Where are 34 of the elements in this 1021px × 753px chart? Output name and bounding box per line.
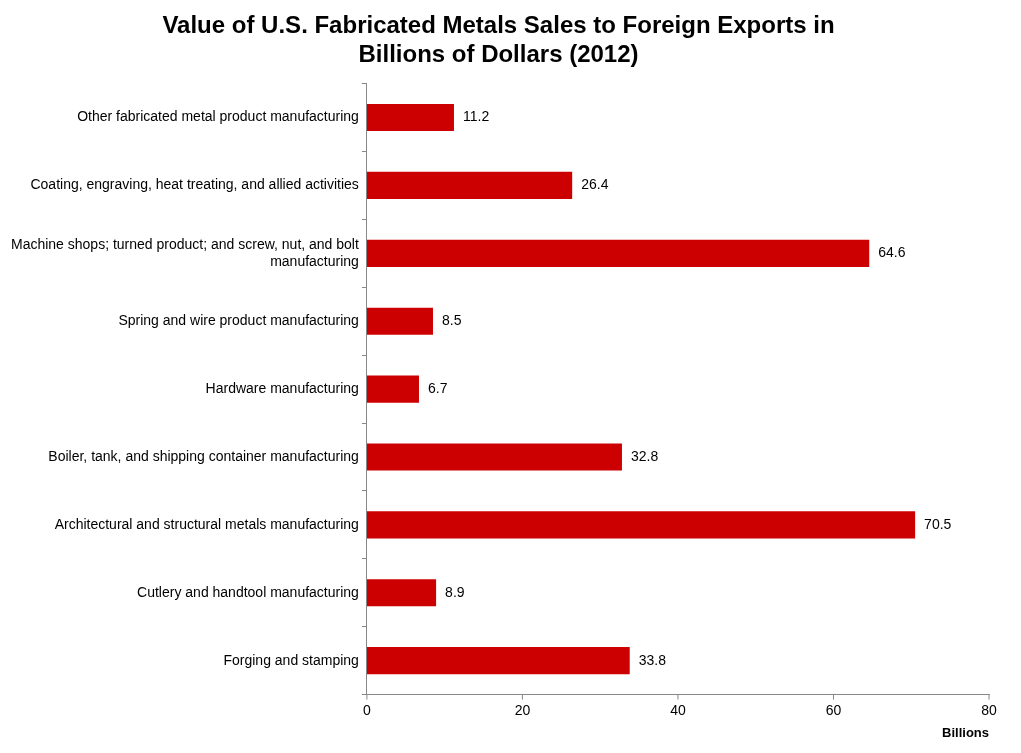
- bar: [366, 239, 870, 267]
- y-tick-label: Machine shops; turned product; and screw, nut, and bolt manufacturing: [10, 235, 359, 269]
- x-tick-label: 40: [670, 702, 686, 719]
- bar: [366, 443, 622, 471]
- x-tick-label: 60: [825, 702, 842, 719]
- x-tick-label: 20: [514, 702, 531, 719]
- bar: [366, 647, 630, 675]
- bar: [366, 511, 916, 539]
- data-label: 33.8: [638, 651, 667, 668]
- y-tick-label: Coating, engraving, heat treating, and allied activities: [30, 176, 359, 193]
- x-tick-label: 80: [981, 702, 997, 719]
- bar: [366, 579, 437, 607]
- data-label: 26.4: [581, 176, 609, 193]
- y-tick-label: Other fabricated metal product manufacturing: [77, 108, 359, 125]
- data-label: 32.8: [630, 447, 659, 464]
- bar: [366, 171, 573, 200]
- y-tick-label: Cutlery and handtool manufacturing: [137, 583, 359, 600]
- bar: [366, 375, 419, 403]
- y-tick-label: Hardware manufacturing: [205, 379, 359, 396]
- chart-title: Value of U.S. Fabricated Metals Sales to Foreign Exports in Billions of Dollars (2012): [162, 11, 835, 67]
- data-label: 6.7: [427, 379, 448, 396]
- data-label: 70.5: [924, 515, 952, 532]
- y-tick-label: Architectural and structural metals manufacturing: [54, 515, 359, 532]
- data-label: 11.2: [462, 108, 490, 125]
- data-label: 64.6: [878, 244, 906, 261]
- x-axis-title: Billions: [942, 724, 989, 740]
- y-tick-label: Spring and wire product manufacturing: [118, 312, 359, 329]
- y-tick-label: Boiler, tank, and shipping container manufacturing: [48, 447, 359, 464]
- y-tick-label: Forging and stamping: [223, 651, 359, 668]
- data-label: 8.9: [445, 583, 465, 600]
- bar: [366, 103, 454, 132]
- data-label: 8.5: [441, 312, 462, 329]
- bar: [366, 307, 433, 335]
- x-tick-label: 0: [362, 702, 371, 719]
